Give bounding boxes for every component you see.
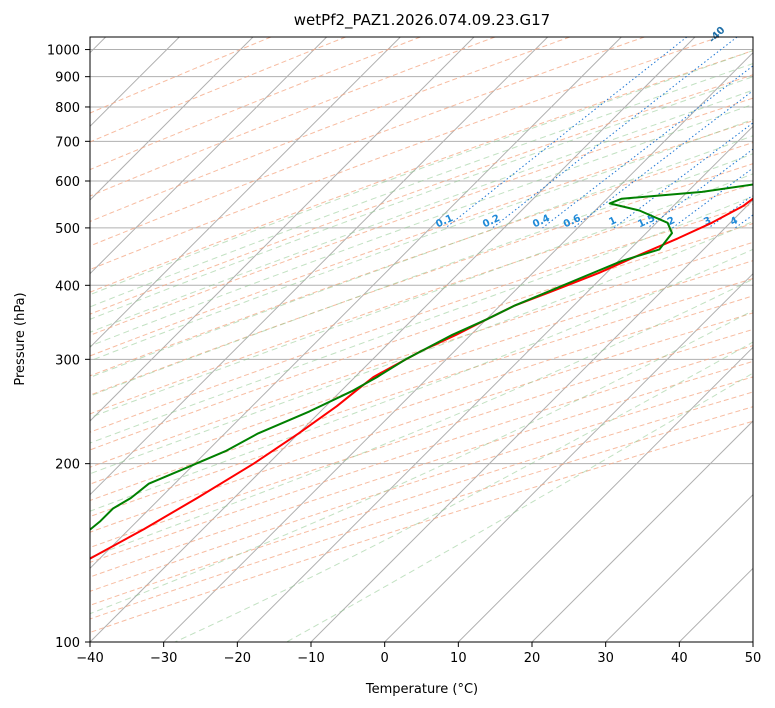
background-labels: 0.10.20.40.611.5234-100-90-80-70-60-50-4… (434, 25, 740, 230)
moist-adiabat-30 (90, 278, 753, 558)
dry-adiabat--70 (90, 37, 496, 197)
dry-adiabat--80 (90, 37, 421, 171)
dry-adiabat-50 (90, 222, 753, 451)
x-tick-label-2: −20 (224, 651, 251, 666)
background-lines (90, 37, 753, 642)
mixing-ratio-label-7: 3 (702, 215, 713, 228)
y-tick-label-3: 400 (55, 279, 80, 294)
y-tick-label-8: 900 (55, 71, 80, 86)
y-tick-label-0: 100 (55, 636, 80, 651)
dry-adiabat-0 (90, 120, 753, 357)
dry-adiabat-160 (90, 406, 753, 620)
plot-frame (89, 36, 754, 643)
isotherm-30 (605, 493, 753, 642)
y-axis-ticks: 100 200 300 400 500 600 700 800 900 1000 (47, 44, 90, 651)
x-tick-label-9: 50 (745, 651, 762, 666)
moist-adiabat-5 (90, 153, 753, 397)
y-tick-label-7: 800 (55, 101, 80, 116)
dry-adiabat--40 (90, 37, 720, 271)
moist-adiabat--10 (90, 103, 753, 347)
isotherm-10 (457, 346, 753, 642)
y-tick-label-4: 500 (55, 222, 80, 237)
dry-adiabat-20 (90, 163, 753, 396)
dry-adiabat--30 (90, 50, 753, 293)
mixing-ratio-label-6: 2 (666, 215, 677, 228)
dry-adiabat--100 (90, 37, 272, 114)
dry-adiabat-70 (90, 260, 753, 485)
dry-adiabat-100 (90, 312, 753, 533)
mixing-ratio-label-4: 1 (607, 215, 618, 228)
moist-adiabat--25 (90, 63, 753, 308)
moist-adiabat--30 (90, 50, 753, 296)
isotherm--90 (90, 37, 328, 275)
x-tick-label-5: 10 (450, 651, 467, 666)
isotherm-40 (678, 567, 753, 642)
moist-adiabat-0 (90, 135, 753, 378)
mixing-ratio-line-8 (734, 214, 753, 229)
moist-adiabat-15 (90, 195, 753, 444)
isotherm--80 (90, 37, 401, 349)
mixing-ratio-line-6 (672, 167, 753, 229)
dry-adiabat-label-6: -40 (707, 25, 728, 46)
y-axis-label: Pressure (hPa) (13, 292, 28, 385)
x-tick-label-3: −10 (297, 651, 324, 666)
isotherm--20 (236, 125, 753, 642)
dry-adiabat--50 (90, 37, 645, 247)
dry-adiabat--20 (90, 74, 753, 315)
x-tick-label-4: 0 (381, 651, 389, 666)
isotherm--40 (90, 37, 696, 642)
isotherm--100 (90, 37, 254, 201)
x-tick-label-1: −30 (150, 651, 177, 666)
isotherm--30 (163, 51, 753, 642)
isotherm-50 (752, 641, 753, 642)
moist-adiabat-35 (90, 309, 753, 615)
moist-adiabat-20 (90, 220, 753, 475)
dry-adiabat-80 (90, 278, 753, 502)
dry-adiabat--10 (90, 97, 753, 336)
dry-adiabat-60 (90, 241, 753, 468)
x-axis-ticks: −40 −30 −20 −10 0 10 20 30 40 50 (76, 642, 761, 666)
dry-adiabat-150 (90, 391, 753, 606)
isotherm-20 (531, 420, 753, 642)
isotherm--10 (310, 199, 753, 642)
moist-adiabat--15 (90, 89, 753, 333)
isotherm--60 (90, 37, 549, 496)
moist-adiabat--5 (90, 118, 753, 362)
x-tick-label-6: 20 (524, 651, 541, 666)
y-tick-label-5: 600 (55, 175, 80, 190)
isotherm--70 (90, 37, 475, 422)
moist-adiabat-25 (90, 248, 753, 512)
y-tick-label-2: 300 (55, 353, 80, 368)
dry-adiabat--60 (90, 37, 570, 223)
dry-adiabat-10 (90, 141, 753, 377)
y-tick-label-1: 200 (55, 458, 80, 473)
y-tick-label-9: 1000 (47, 44, 80, 59)
dry-adiabat-110 (90, 328, 753, 548)
dry-adiabat-90 (90, 295, 753, 518)
x-tick-label-7: 30 (597, 651, 614, 666)
dry-adiabat--90 (90, 37, 346, 143)
isotherm--50 (90, 37, 622, 570)
y-tick-label-6: 700 (55, 135, 80, 150)
mixing-ratio-line-3 (572, 90, 753, 229)
dry-adiabat-140 (90, 376, 753, 592)
mixing-ratio-label-8: 4 (729, 215, 740, 228)
dry-adiabat-120 (90, 345, 753, 563)
moist-adiabat--20 (90, 76, 753, 320)
dewpoint-line (90, 183, 753, 531)
x-tick-label-8: 40 (671, 651, 688, 666)
profile-lines (90, 183, 753, 560)
mixing-ratio-line-2 (542, 65, 753, 229)
dry-adiabat-30 (90, 183, 753, 415)
isotherm-0 (384, 272, 753, 642)
x-tick-label-0: −40 (76, 651, 103, 666)
moist-adiabat-10 (90, 173, 753, 419)
dry-adiabat-130 (90, 360, 753, 578)
x-axis-label: Temperature (°C) (365, 682, 478, 697)
mixing-ratio-line-1 (492, 37, 738, 229)
dry-adiabat-40 (90, 203, 753, 433)
chart-title: wetPf2_PAZ1.2026.074.09.23.G17 (294, 11, 550, 30)
